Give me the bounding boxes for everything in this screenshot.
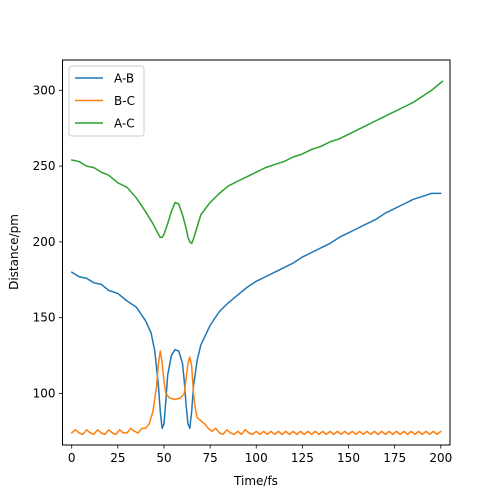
plot-frame <box>62 59 451 446</box>
y-axis-ticks: 100 150 200 250 300 <box>33 83 63 400</box>
x-tick-label: 0 <box>68 451 76 465</box>
series-line-b-c <box>70 350 442 436</box>
legend-label-a-c: A-C <box>114 117 135 131</box>
x-tick-label: 175 <box>383 451 406 465</box>
x-tick-label: 75 <box>202 451 217 465</box>
legend-frame <box>68 65 145 137</box>
x-axis-label: Time/fs <box>233 474 278 488</box>
y-tick-label: 250 <box>33 159 56 173</box>
legend-label-b-c: B-C <box>114 94 135 108</box>
y-tick-label: 300 <box>33 83 56 97</box>
x-tick-label: 150 <box>337 451 360 465</box>
series-layer <box>70 80 444 436</box>
x-tick-label: 100 <box>245 451 268 465</box>
y-tick-label: 200 <box>33 235 56 249</box>
series-line-a-c <box>70 80 444 245</box>
legend: A-B B-C A-C <box>68 65 145 137</box>
x-tick-label: 125 <box>291 451 314 465</box>
y-tick-label: 150 <box>33 311 56 325</box>
x-tick-label: 25 <box>110 451 125 465</box>
y-tick-label: 100 <box>33 386 56 400</box>
x-tick-label: 200 <box>429 451 452 465</box>
y-axis-label: Distance/pm <box>7 214 21 290</box>
legend-label-a-b: A-B <box>114 72 134 86</box>
series-line-a-b <box>70 192 442 430</box>
x-tick-label: 50 <box>156 451 171 465</box>
x-axis-ticks: 0 25 50 75 100 125 150 175 200 <box>68 445 452 465</box>
